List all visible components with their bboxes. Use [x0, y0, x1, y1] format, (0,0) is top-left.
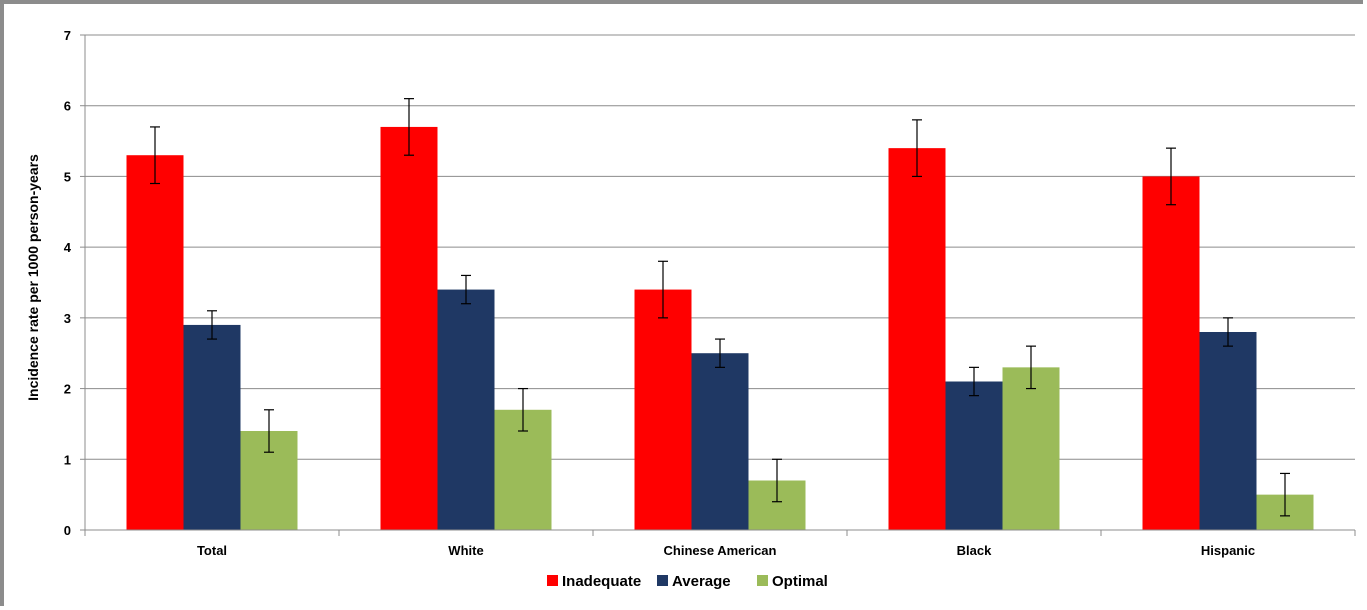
bar-inadequate-black: [888, 148, 946, 530]
error-bar: [715, 338, 725, 368]
y-tick-label: 5: [64, 169, 71, 184]
legend-label: Optimal: [772, 573, 828, 590]
axes: [80, 34, 1356, 536]
legend-label: Average: [672, 573, 731, 590]
bar-average-chinese-american: [691, 353, 749, 530]
error-bar: [404, 98, 414, 156]
bar-average-black: [945, 381, 1003, 530]
bar-inadequate-hispanic: [1142, 176, 1200, 530]
error-bar: [1026, 345, 1036, 390]
error-bar: [461, 274, 471, 305]
error-bars: [150, 98, 1290, 517]
bar-average-hispanic: [1199, 332, 1257, 530]
error-bar: [150, 126, 160, 185]
bar-inadequate-total: [126, 155, 184, 530]
legend-item-inadequate: Inadequate: [547, 573, 641, 590]
legend-swatch: [657, 575, 668, 586]
error-bar: [658, 260, 668, 319]
bar-average-total: [183, 324, 241, 530]
x-tick-label: Chinese American: [664, 543, 777, 558]
error-bar: [264, 409, 274, 453]
legend-swatch: [547, 575, 558, 586]
legend-label: Inadequate: [562, 573, 641, 590]
bar-average-white: [437, 289, 495, 530]
legend-item-average: Average: [657, 573, 731, 590]
x-tick-label: Hispanic: [1201, 543, 1255, 558]
bar-inadequate-chinese-american: [634, 289, 692, 530]
y-tick-label: 0: [64, 523, 71, 538]
bar-optimal-black: [1002, 367, 1060, 530]
y-tick-label: 7: [64, 28, 71, 43]
error-bar: [207, 310, 217, 340]
bars: [126, 126, 1314, 530]
y-tick-label: 4: [64, 240, 72, 255]
tick-labels: 0 1 2 3 4 5 6 7 Total White Chinese American Black H…: [64, 28, 1255, 558]
bar-inadequate-white: [380, 126, 438, 530]
y-tick-label: 1: [64, 452, 71, 467]
error-bar: [969, 366, 979, 397]
legend: Inadequate Average Optimal: [547, 573, 828, 590]
error-bar: [1223, 317, 1233, 347]
y-tick-label: 2: [64, 382, 71, 397]
x-tick-label: White: [448, 543, 483, 558]
x-tick-label: Total: [197, 543, 227, 558]
x-tick-label: Black: [957, 543, 992, 558]
legend-item-optimal: Optimal: [757, 573, 828, 590]
y-tick-label: 6: [64, 99, 71, 114]
error-bar: [1280, 472, 1290, 517]
error-bar: [772, 458, 782, 503]
y-tick-label: 3: [64, 311, 71, 326]
y-axis-title: Incidence rate per 1000 person-years: [25, 154, 41, 401]
error-bar: [1166, 147, 1176, 206]
error-bar: [518, 387, 528, 432]
error-bar: [912, 119, 922, 178]
legend-swatch: [757, 575, 768, 586]
